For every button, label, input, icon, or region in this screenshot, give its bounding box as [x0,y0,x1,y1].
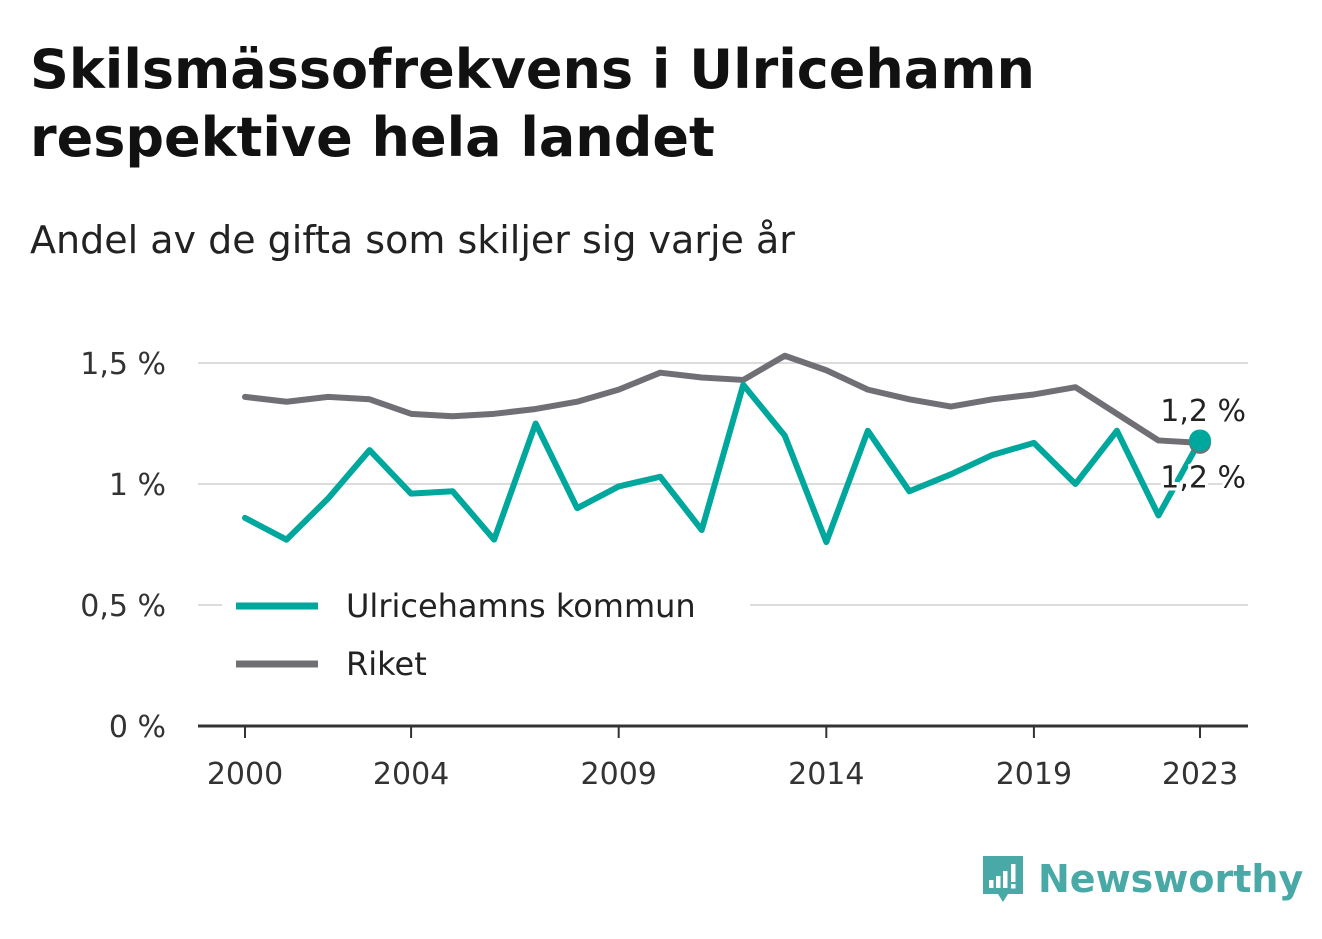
legend-background [222,575,750,695]
series-line [242,381,1203,546]
y-tick-label: 1,5 % [80,347,166,382]
x-tick-label: 2023 [1162,757,1238,792]
series-end-marker [1189,429,1211,452]
x-tick-label: 2019 [996,757,1072,792]
legend-label: Ulricehamns kommun [346,587,696,625]
x-tick-label: 2000 [207,757,283,792]
y-tick-label: 0 % [109,710,166,745]
y-tick-label: 1 % [109,468,166,503]
y-tick-label: 0,5 % [80,589,166,624]
chart-subtitle: Andel av de gifta som skiljer sig varje … [30,218,795,262]
x-tick-label: 2004 [373,757,449,792]
series-end-label: 1,2 % [1160,394,1246,429]
end-labels: 1,2 % 1,2 % [1157,391,1249,499]
y-axis-ticks: 0 % 0,5 % 1 % 1,5 % [80,347,166,745]
x-axis-ticks: 2000 2004 2009 2014 2019 2023 [207,726,1238,792]
legend-label: Riket [346,645,427,683]
brand-logo: Newsworthy [980,848,1303,910]
x-tick-label: 2009 [581,757,657,792]
series-end-label: 1,2 % [1160,460,1246,495]
chart-title: Skilsmässofrekvens i Ulricehamn respekti… [30,38,1035,169]
series-line [242,352,1203,446]
brand-name: Newsworthy [1038,857,1304,901]
newsworthy-logo-icon [983,856,1023,902]
series-lines [242,352,1211,546]
x-tick-label: 2014 [788,757,864,792]
legend: Ulricehamns kommun Riket [222,575,750,695]
